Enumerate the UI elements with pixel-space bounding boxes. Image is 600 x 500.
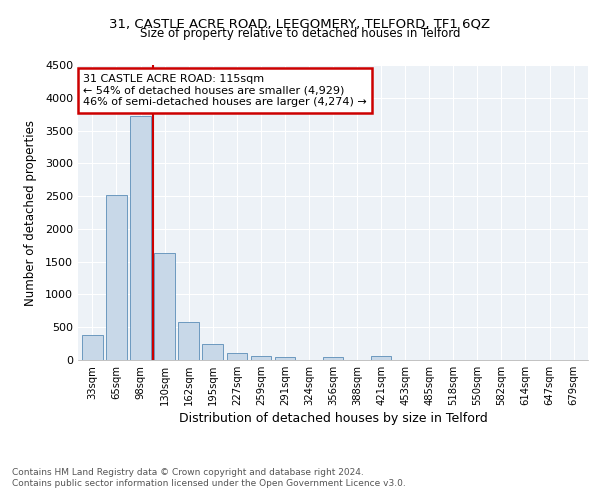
Text: 31 CASTLE ACRE ROAD: 115sqm
← 54% of detached houses are smaller (4,929)
46% of : 31 CASTLE ACRE ROAD: 115sqm ← 54% of det… — [83, 74, 367, 107]
Bar — [178, 322, 199, 360]
Bar — [154, 253, 175, 360]
Bar — [251, 356, 271, 360]
Bar — [130, 116, 151, 360]
Bar — [202, 344, 223, 360]
X-axis label: Distribution of detached houses by size in Telford: Distribution of detached houses by size … — [179, 412, 487, 425]
Bar — [106, 196, 127, 360]
Y-axis label: Number of detached properties: Number of detached properties — [23, 120, 37, 306]
Bar — [323, 356, 343, 360]
Bar — [275, 358, 295, 360]
Text: Size of property relative to detached houses in Telford: Size of property relative to detached ho… — [140, 28, 460, 40]
Bar — [371, 356, 391, 360]
Bar — [227, 353, 247, 360]
Text: Contains HM Land Registry data © Crown copyright and database right 2024.
Contai: Contains HM Land Registry data © Crown c… — [12, 468, 406, 487]
Bar — [82, 335, 103, 360]
Text: 31, CASTLE ACRE ROAD, LEEGOMERY, TELFORD, TF1 6QZ: 31, CASTLE ACRE ROAD, LEEGOMERY, TELFORD… — [109, 18, 491, 30]
